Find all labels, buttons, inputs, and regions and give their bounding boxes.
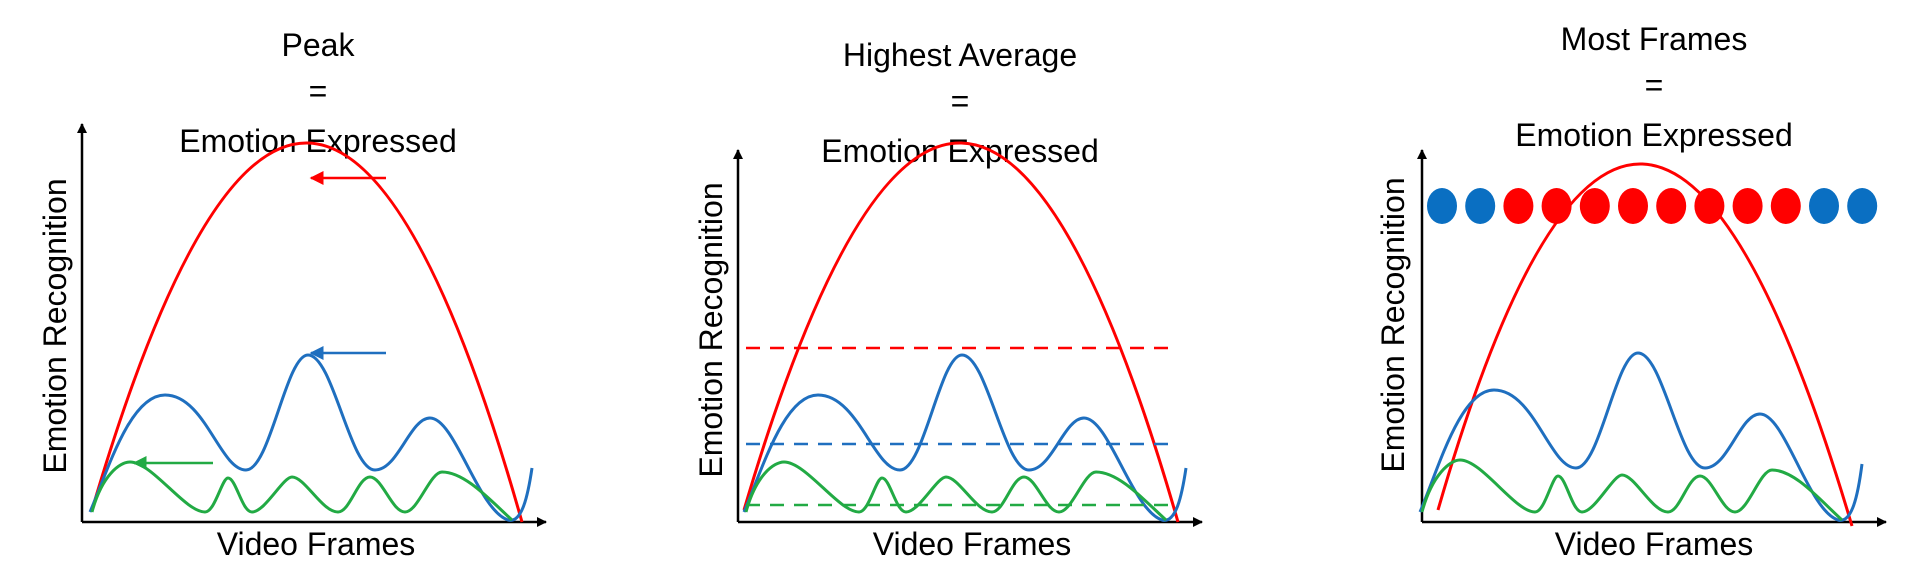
y-axis-label: Emotion Recognition xyxy=(1375,177,1411,472)
panel-title-line-3: Emotion Expressed xyxy=(821,133,1098,169)
x-axis-label: Video Frames xyxy=(217,526,416,562)
green-emotion-curve xyxy=(90,460,514,522)
green-emotion-curve xyxy=(744,460,1168,522)
red-frame-dot xyxy=(1503,188,1534,224)
x-axis-label: Video Frames xyxy=(1555,526,1754,562)
panel-title-line-2: = xyxy=(1645,67,1664,103)
red-frame-dot xyxy=(1656,188,1687,224)
red-frame-dot xyxy=(1770,188,1801,224)
x-axis-label: Video Frames xyxy=(873,526,1072,562)
blue-frame-dot xyxy=(1427,188,1457,224)
blue-frame-dot xyxy=(1809,188,1839,224)
panel-title-line-1: Peak xyxy=(282,27,356,63)
y-axis-label: Emotion Recognition xyxy=(37,178,73,473)
panel-title-line-3: Emotion Expressed xyxy=(179,123,456,159)
frame-dots xyxy=(1427,188,1878,224)
blue-frame-dot xyxy=(1465,188,1496,224)
panel-title-line-3: Emotion Expressed xyxy=(1515,117,1792,153)
red-frame-dot xyxy=(1618,188,1648,224)
blue-frame-dot xyxy=(1847,188,1878,224)
green-emotion-curve xyxy=(1420,458,1844,522)
red-emotion-curve xyxy=(90,141,524,523)
panel-title-line-2: = xyxy=(309,73,328,109)
panel-most-frames: Most Frames = Emotion Expressed Emotion … xyxy=(1375,21,1887,562)
red-frame-dot xyxy=(1732,188,1763,224)
panel-title-line-1: Highest Average xyxy=(843,37,1077,73)
panel-title-line-1: Most Frames xyxy=(1561,21,1748,57)
panel-title-line-2: = xyxy=(951,83,970,119)
panel-highest-average: Highest Average = Emotion Expressed Emot… xyxy=(693,37,1203,562)
y-axis-label: Emotion Recognition xyxy=(693,182,729,477)
red-frame-dot xyxy=(1541,188,1572,224)
blue-emotion-curve xyxy=(742,353,1188,522)
red-emotion-curve xyxy=(1436,162,1854,527)
red-emotion-curve xyxy=(742,141,1180,523)
blue-emotion-curve xyxy=(1418,351,1864,522)
red-frame-dot xyxy=(1579,188,1610,224)
red-frame-dot xyxy=(1694,188,1725,224)
blue-emotion-curve xyxy=(88,353,534,522)
panel-peak: Peak = Emotion Expressed Emotion Recogni… xyxy=(37,27,547,562)
